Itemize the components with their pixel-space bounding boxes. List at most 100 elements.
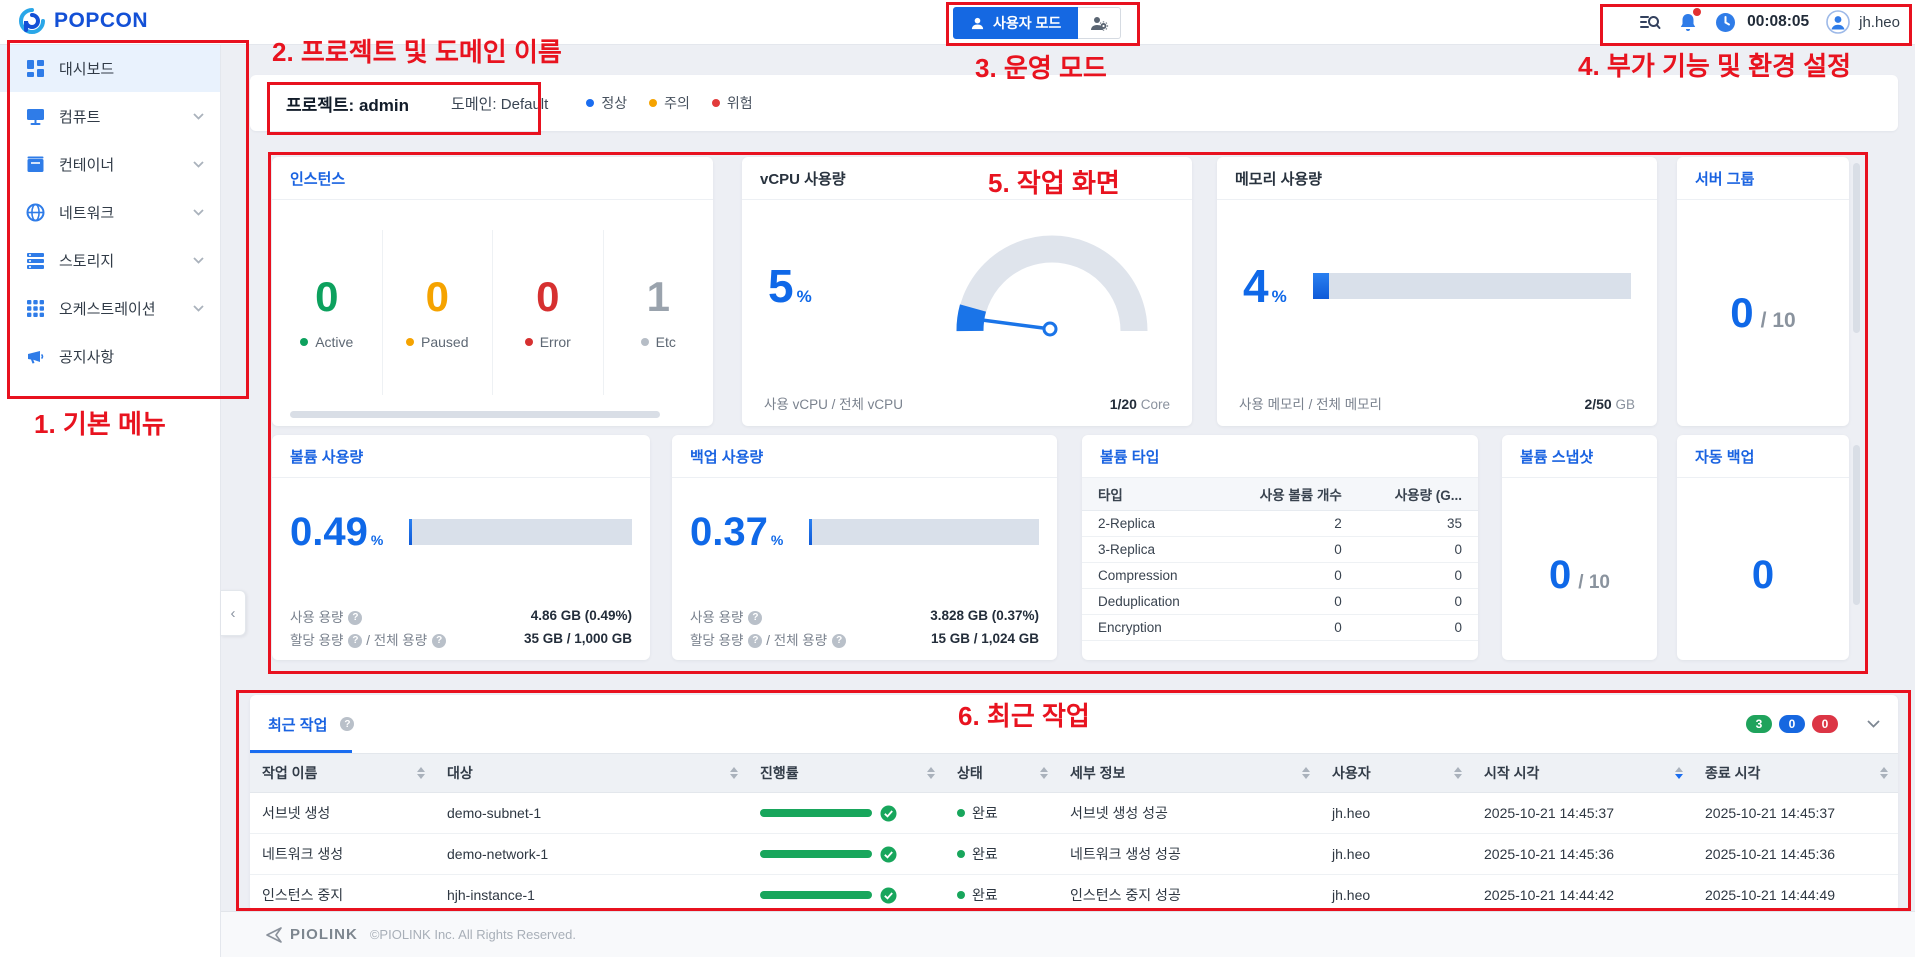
col-detail[interactable]: 세부 정보 [1058, 753, 1320, 793]
sidebar-item-storage[interactable]: 스토리지 [0, 236, 220, 284]
vcpu-footer: 사용 vCPU / 전체 vCPU 1/20 Core [764, 396, 1170, 412]
megaphone-icon [28, 350, 44, 363]
auto-backup-count: 0 [1751, 553, 1775, 597]
status-dot-icon [957, 809, 965, 817]
stat-error: 0 Error [493, 230, 604, 395]
col-task-name[interactable]: 작업 이름 [250, 753, 435, 793]
container-box-icon [27, 156, 44, 172]
help-icon[interactable]: ? [832, 633, 847, 648]
server-group-card-title[interactable]: 서버 그룹 [1677, 157, 1849, 200]
memory-card: 메모리 사용량 4% 사용 메모리 / 전체 메모리 2/50 GB [1217, 157, 1657, 426]
sidebar-item-orchestration[interactable]: 오케스트레이션 [0, 284, 220, 332]
sidebar-item-notices[interactable]: 공지사항 [0, 332, 220, 380]
etc-dot-icon [640, 337, 649, 346]
sidebar-collapse-handle[interactable]: ‹ [221, 590, 246, 636]
chevron-down-icon [193, 251, 204, 269]
collapse-panel-chevron-icon[interactable] [1867, 720, 1880, 728]
allocated-capacity-row: 할당 용량? / 전체 용량? 15 GB / 1,024 GB [690, 631, 1039, 648]
domain-label: 도메인: Default [451, 95, 549, 113]
search-log-icon[interactable] [1639, 12, 1661, 32]
monitor-icon [27, 108, 44, 125]
col-target[interactable]: 대상 [435, 753, 748, 793]
sort-icon-active [1675, 767, 1683, 779]
stat-paused: 0 Paused [383, 230, 493, 395]
admin-mode-button[interactable] [1078, 7, 1122, 39]
vcpu-card-title: vCPU 사용량 [742, 157, 1192, 200]
used-capacity-row: 사용 용량? 3.828 GB (0.37%) [690, 608, 1039, 625]
sidebar-item-compute[interactable]: 컴퓨트 [0, 92, 220, 140]
help-icon[interactable]: ? [432, 633, 447, 648]
vcpu-percent: 5% [768, 259, 812, 312]
sidebar-item-label: 컴퓨트 [59, 108, 101, 126]
username-label[interactable]: jh.heo [1859, 13, 1900, 31]
user-mode-button[interactable]: 사용자 모드 [953, 7, 1079, 39]
sort-icon [927, 767, 935, 779]
failed-count-badge: 0 [1812, 715, 1838, 733]
auto-backup-card-title[interactable]: 자동 백업 [1677, 435, 1849, 478]
normal-dot-icon [586, 99, 595, 107]
volume-snapshot-count: 0/ 10 [1549, 553, 1610, 597]
running-count-badge: 0 [1779, 715, 1805, 733]
popcon-logo-icon [18, 7, 46, 35]
clock-icon[interactable] [1715, 12, 1736, 33]
recent-tasks-panel: 최근 작업 ? 3 0 0 작업 이름 대상 진행률 상태 세부 정보 사용자 … [250, 695, 1898, 916]
volume-usage-card: 볼륨 사용량 0.49% 사용 용량? 4.86 GB (0.49%) 할당 용… [272, 435, 650, 660]
volume-type-card-title[interactable]: 볼륨 타입 [1082, 435, 1478, 478]
topbar-utilities: 00:08:05 jh.heo [1639, 0, 1900, 44]
volume-usage-card-title[interactable]: 볼륨 사용량 [272, 435, 650, 478]
instances-card: 인스턴스 0 Active 0 Paused 0 Error 1 Etc [272, 157, 713, 426]
notification-bell-icon[interactable] [1678, 7, 1702, 33]
task-row[interactable]: 서브넷 생성 demo-subnet-1 완료 서브넷 생성 성공 jh.heo… [250, 792, 1898, 834]
domain-value: Default [500, 95, 549, 113]
vcpu-gauge [946, 227, 1158, 344]
col-user[interactable]: 사용자 [1320, 753, 1472, 793]
sidebar-item-network[interactable]: 네트워크 [0, 188, 220, 236]
tab-recent-tasks[interactable]: 최근 작업 ? [268, 695, 355, 753]
vertical-scrollbar[interactable] [1853, 163, 1860, 333]
help-icon[interactable]: ? [748, 633, 763, 648]
task-row[interactable]: 인스턴스 중지 hjh-instance-1 완료 인스턴스 중지 성공 jh.… [250, 874, 1898, 916]
project-label: 프로젝트: admin [286, 95, 410, 115]
memory-footer: 사용 메모리 / 전체 메모리 2/50 GB [1239, 396, 1635, 412]
active-dot-icon [300, 337, 309, 346]
help-icon[interactable]: ? [348, 633, 363, 648]
sidebar-item-label: 컨테이너 [59, 156, 115, 174]
sort-icon [730, 767, 738, 779]
backup-usage-card-title[interactable]: 백업 사용량 [672, 435, 1057, 478]
backup-usage-details: 사용 용량? 3.828 GB (0.37%) 할당 용량? / 전체 용량? … [690, 604, 1039, 650]
col-usage: 사용량 (G... [1357, 478, 1478, 511]
sidebar-item-container[interactable]: 컨테이너 [0, 140, 220, 188]
help-icon[interactable]: ? [748, 610, 763, 625]
col-start-time[interactable]: 시작 시각 [1472, 753, 1693, 793]
chevron-down-icon [193, 155, 204, 173]
sidebar-item-dashboard[interactable]: 대시보드 [0, 44, 220, 92]
vertical-scrollbar[interactable] [1853, 445, 1860, 605]
col-count: 사용 볼륨 개수 [1219, 478, 1358, 511]
success-count-badge: 3 [1746, 715, 1772, 733]
instances-card-title[interactable]: 인스턴스 [272, 157, 713, 200]
vcpu-card: vCPU 사용량 5% 사용 vCPU / 전체 vCPU 1/20 Core [742, 157, 1192, 426]
sidebar-item-label: 대시보드 [59, 60, 115, 78]
recent-tasks-table: 작업 이름 대상 진행률 상태 세부 정보 사용자 시작 시각 종료 시각 서브… [250, 753, 1898, 916]
table-row: Compression 0 0 [1082, 562, 1478, 589]
table-row: 3-Replica 0 0 [1082, 536, 1478, 563]
backup-usage-percent: 0.37% [690, 510, 784, 554]
user-avatar-icon[interactable] [1826, 10, 1850, 34]
volume-usage-bar [409, 519, 632, 545]
project-domain-bar: 프로젝트: admin 도메인: Default 정상 주의 위험 [250, 75, 1898, 131]
horizontal-scrollbar[interactable] [290, 411, 660, 418]
col-status[interactable]: 상태 [945, 753, 1058, 793]
help-icon[interactable]: ? [348, 610, 363, 625]
grid-icon [27, 299, 44, 317]
col-end-time[interactable]: 종료 시각 [1693, 753, 1898, 793]
app-logo[interactable]: POPCON [18, 7, 148, 35]
instance-stats: 0 Active 0 Paused 0 Error 1 Etc [272, 230, 713, 395]
sort-icon [1040, 767, 1048, 779]
sidebar-item-label: 오케스트레이션 [59, 300, 156, 318]
help-icon[interactable]: ? [340, 717, 355, 731]
recent-tasks-tab-label: 최근 작업 [268, 716, 328, 734]
volume-snapshot-card-title[interactable]: 볼륨 스냅샷 [1502, 435, 1657, 478]
col-progress[interactable]: 진행률 [748, 753, 945, 793]
memory-usage-bar [1312, 272, 1631, 299]
task-row[interactable]: 네트워크 생성 demo-network-1 완료 네트워크 생성 성공 jh.… [250, 833, 1898, 875]
